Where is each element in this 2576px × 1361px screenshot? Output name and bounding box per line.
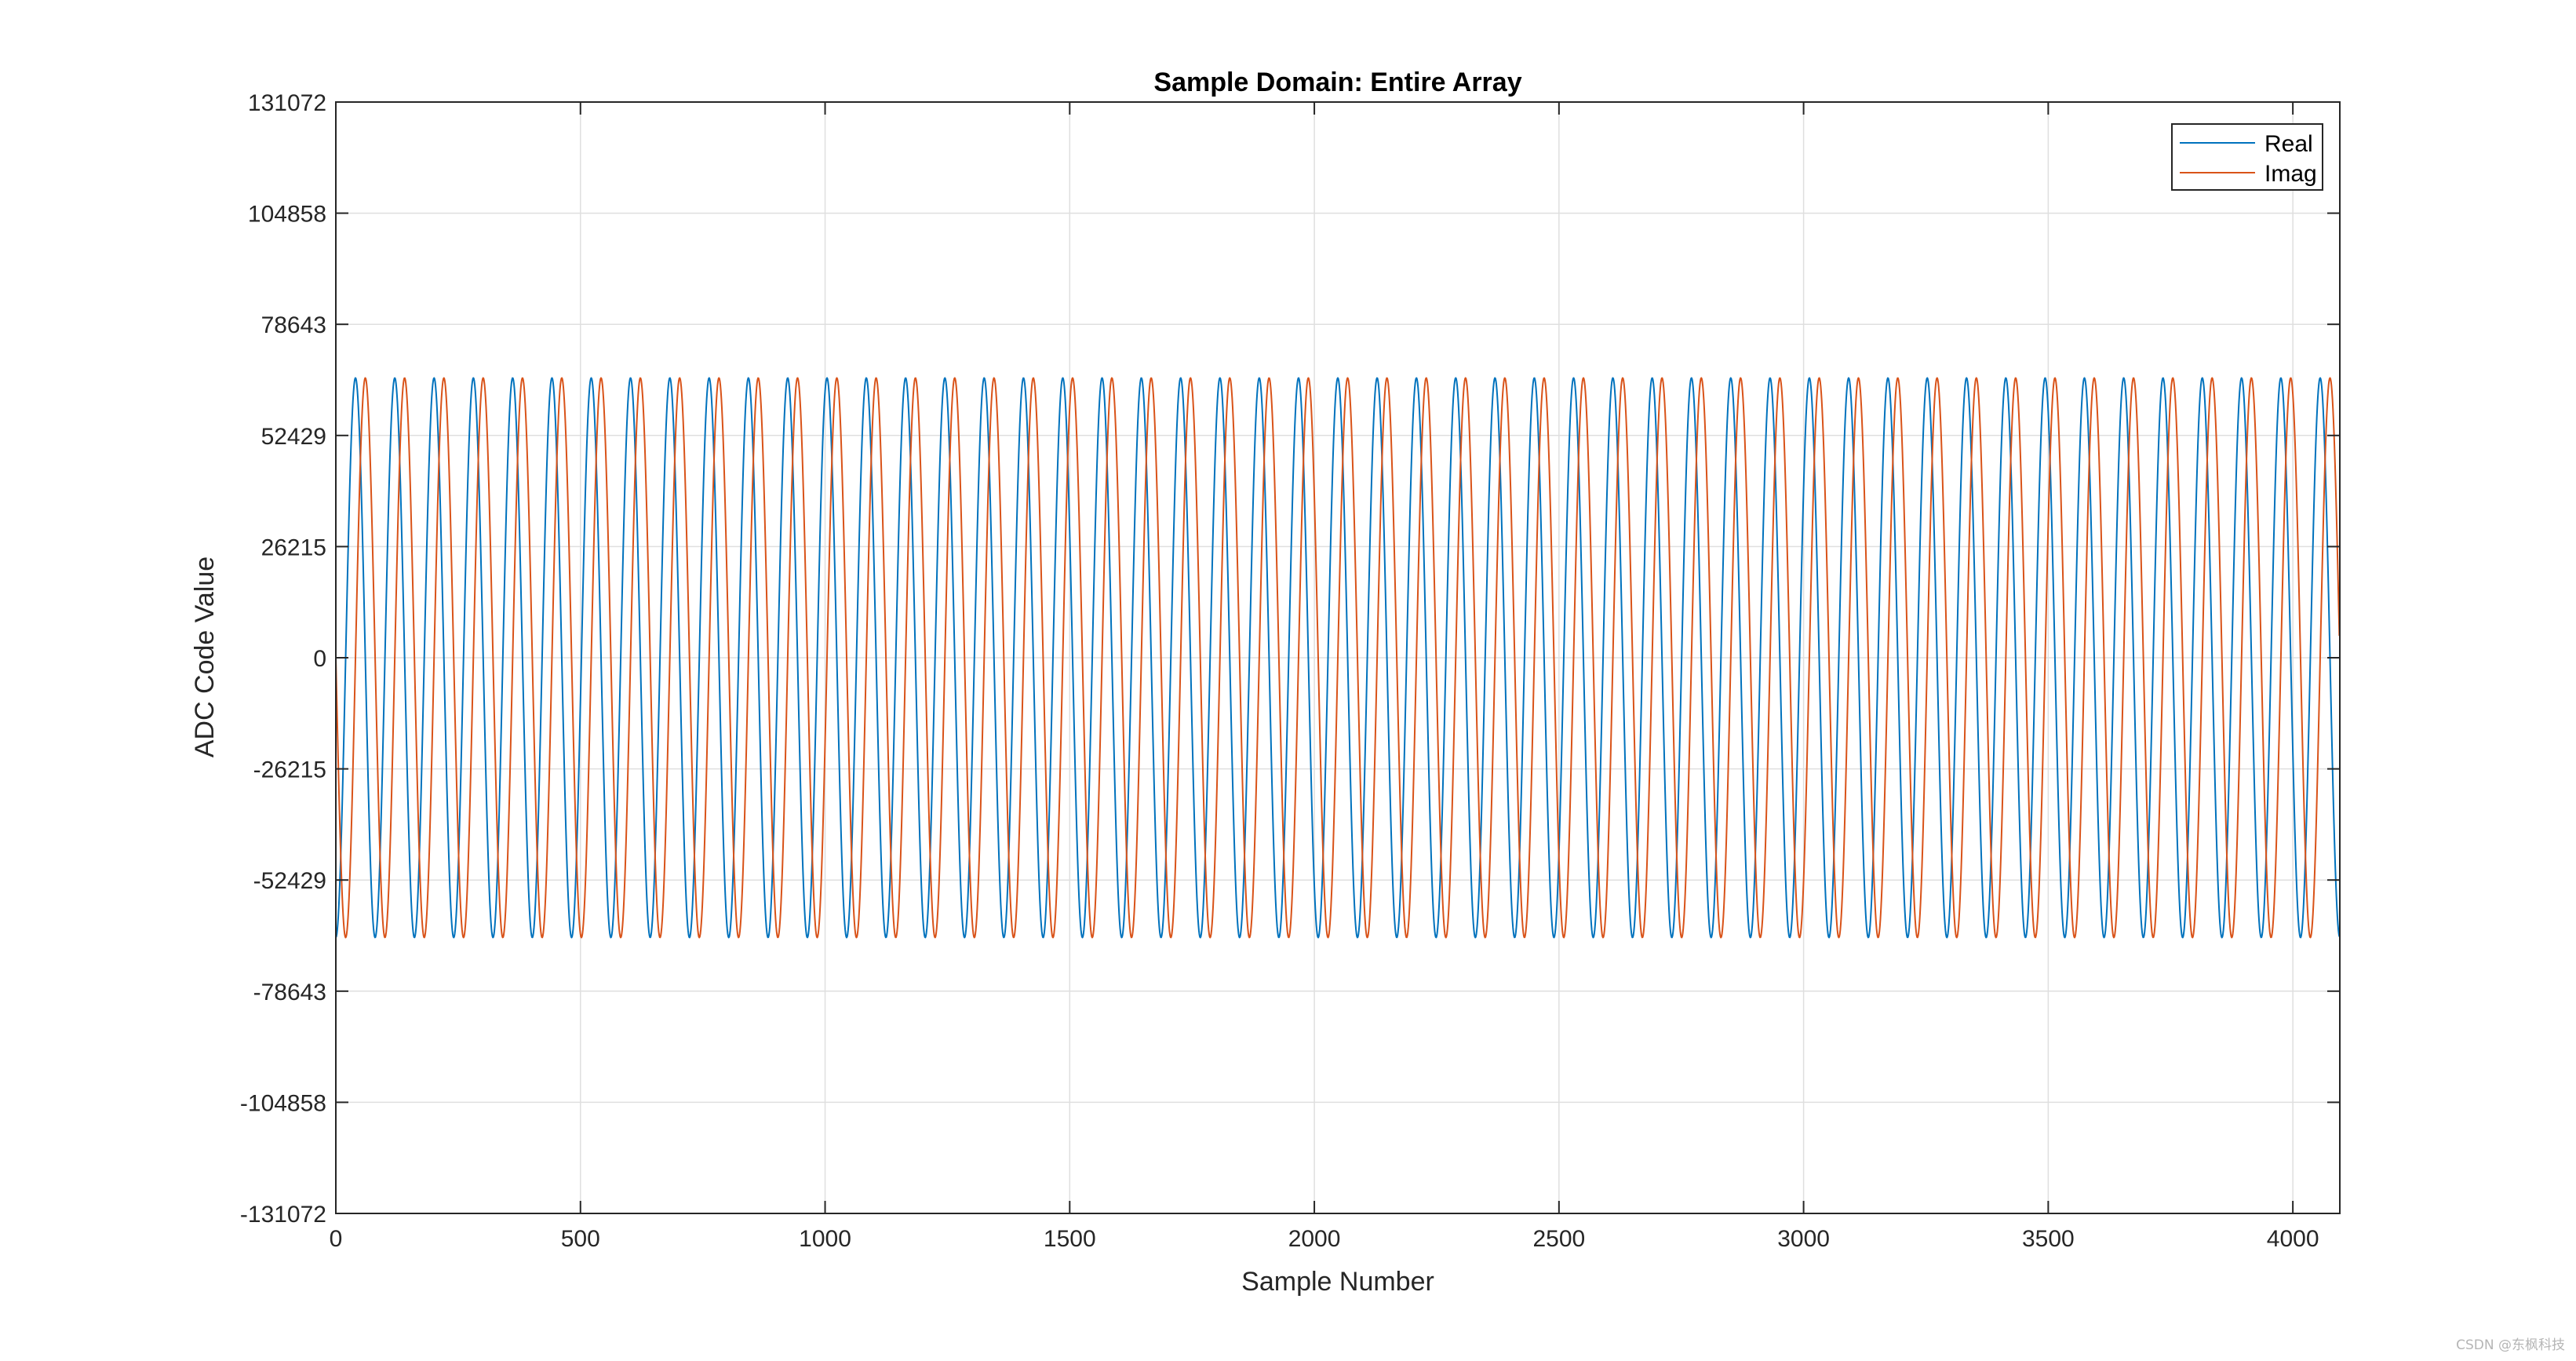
y-tick-label: 26215 — [261, 535, 326, 560]
series-line-imag — [335, 377, 2341, 939]
x-axis-label: Sample Number — [1241, 1267, 1434, 1297]
x-tick-label: 500 — [561, 1226, 600, 1252]
legend-label-real: Real — [2264, 131, 2313, 157]
x-tick-label: 0 — [330, 1226, 343, 1252]
y-tick-label: -78643 — [253, 980, 326, 1005]
y-tick-label: -104858 — [240, 1090, 326, 1116]
tick-labels: 0 500 1000 1500 2000 2500 3000 3500 4000 -131072 -… — [240, 90, 2319, 1252]
x-tick-label: 3000 — [1777, 1226, 1830, 1252]
x-tick-label: 4000 — [2267, 1226, 2319, 1252]
x-tick-label: 2000 — [1288, 1226, 1341, 1252]
legend-label-imag: Imag — [2264, 161, 2317, 187]
y-tick-label: 104858 — [248, 202, 326, 228]
y-axis-label: ADC Code Value — [190, 556, 220, 757]
axis-ticks — [335, 101, 2340, 1214]
y-tick-label: 131072 — [248, 90, 326, 116]
x-tick-label: 1000 — [799, 1226, 851, 1252]
y-tick-label: -52429 — [253, 868, 326, 894]
x-tick-label: 3500 — [2022, 1226, 2075, 1252]
series-group — [335, 377, 2341, 939]
y-tick-label: 78643 — [261, 312, 326, 338]
y-tick-label: -26215 — [253, 757, 326, 783]
y-tick-label: 0 — [313, 646, 326, 672]
y-tick-label: 52429 — [261, 424, 326, 450]
watermark: CSDN @东枫科技 — [2456, 1337, 2565, 1353]
chart-title: Sample Domain: Entire Array — [1153, 68, 1521, 97]
x-tick-label: 1500 — [1044, 1226, 1096, 1252]
legend-box — [2171, 123, 2323, 191]
y-tick-label: -131072 — [240, 1202, 326, 1228]
series-line-real — [335, 377, 2341, 939]
x-tick-label: 2500 — [1532, 1226, 1585, 1252]
legend: Real Imag — [2171, 123, 2323, 191]
